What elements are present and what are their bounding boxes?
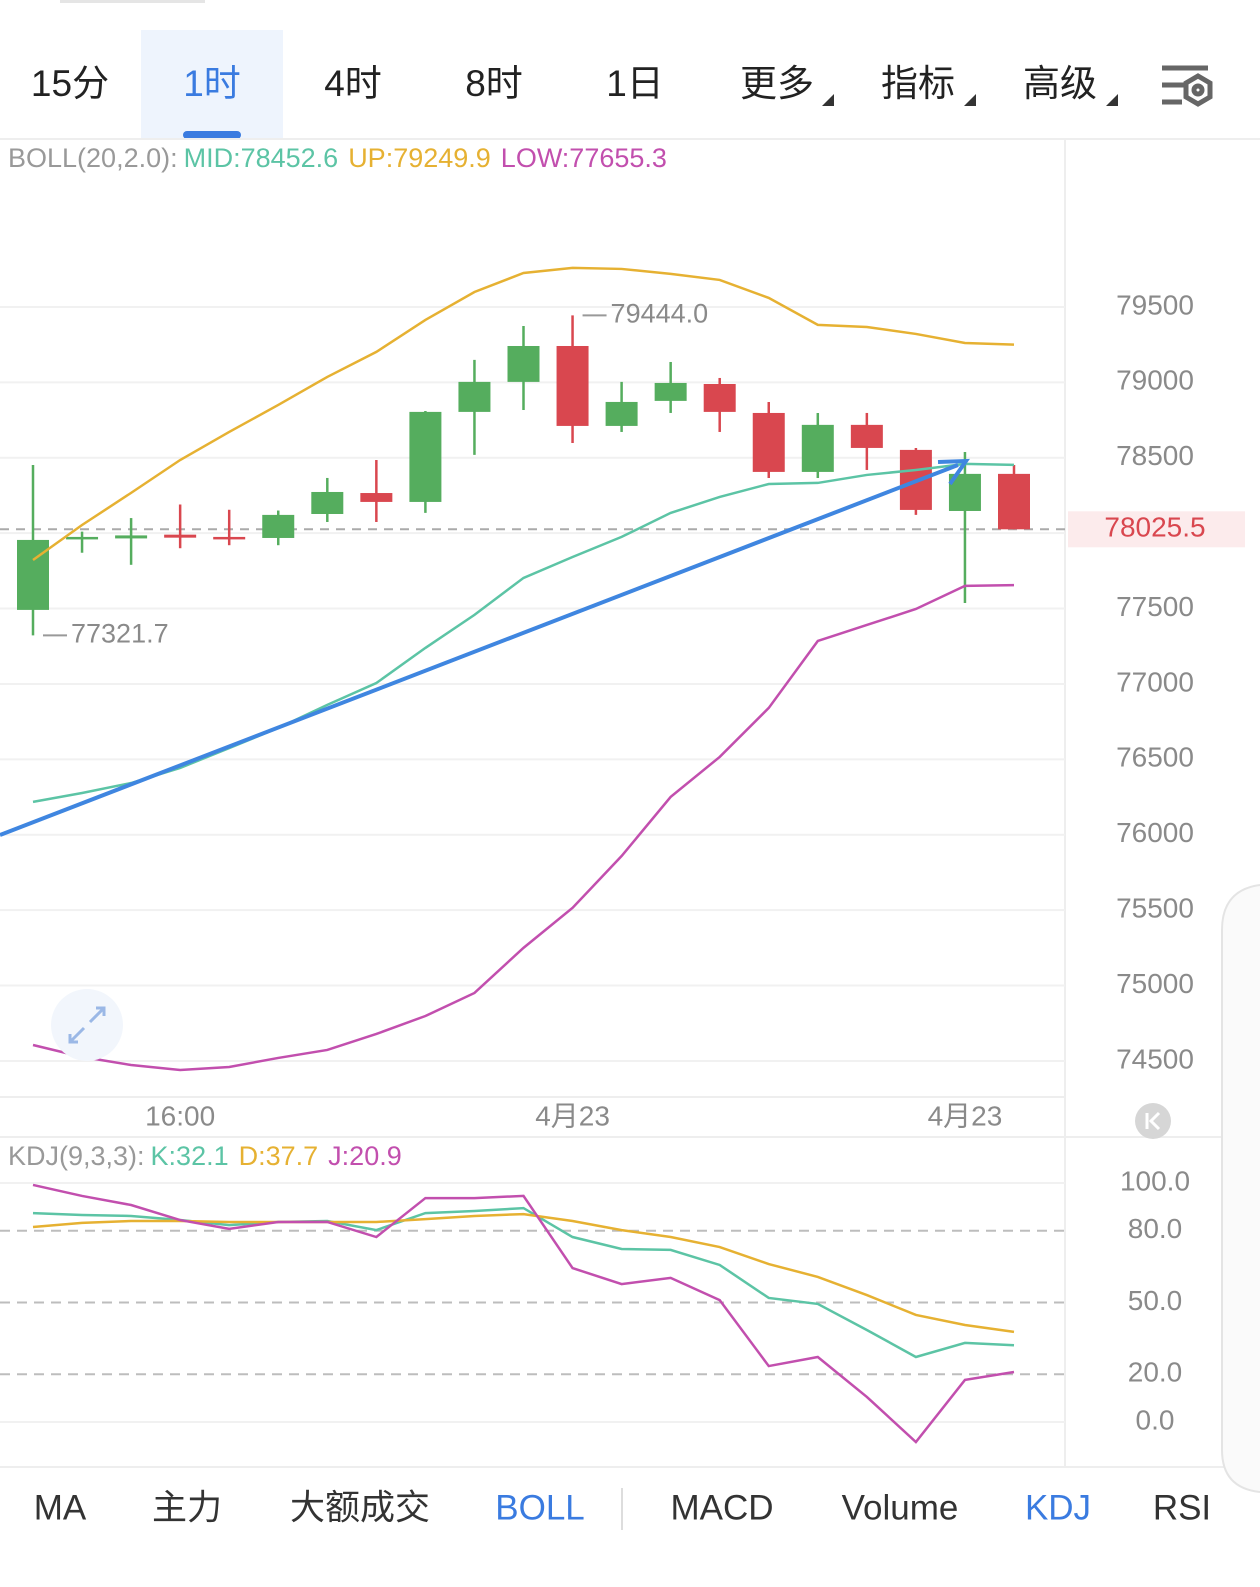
expand-button[interactable]: [51, 989, 123, 1061]
tab[interactable]: 1日: [606, 63, 664, 104]
y-tick-label: 76000: [1116, 817, 1194, 848]
indicator-tab[interactable]: 大额成交: [290, 1488, 430, 1527]
candle-body: [752, 412, 785, 472]
legend-item: LOW:77655.3: [501, 143, 667, 173]
tab[interactable]: 8时: [465, 63, 523, 104]
candle-body: [115, 535, 148, 539]
y-tick-label: 50.0: [1128, 1285, 1183, 1316]
legend-item: KDJ(9,3,3):: [8, 1141, 145, 1171]
candle-body: [507, 345, 540, 382]
legend-item: K:32.1: [151, 1141, 229, 1171]
top-indicator: [60, 0, 205, 3]
settings-icon[interactable]: [1162, 65, 1213, 107]
annotation-label: 77321.7: [71, 619, 169, 649]
indicator-tab[interactable]: KDJ: [1025, 1488, 1091, 1527]
legend-item: UP:79249.9: [348, 143, 491, 173]
series-line: [32, 1183, 1015, 1444]
legend-item: BOLL(20,2.0):: [8, 143, 178, 173]
indicator-legend: KDJ(9,3,3): K:32.1 D:37.7 J:20.9: [8, 1141, 402, 1171]
y-tick-label: 74500: [1116, 1043, 1194, 1074]
indicator-tab[interactable]: 主力: [152, 1488, 222, 1527]
y-tick-label: 75500: [1116, 893, 1194, 924]
indicator-tab[interactable]: RSI: [1153, 1488, 1211, 1527]
series-line: [32, 1206, 1015, 1359]
y-tick-label: 100.0: [1120, 1165, 1190, 1196]
indicator-legend: BOLL(20,2.0): MID:78452.6 UP:79249.9 LOW:77…: [8, 143, 667, 173]
y-tick-label: 0.0: [1136, 1404, 1175, 1435]
tab[interactable]: 15分: [31, 63, 109, 104]
tab[interactable]: 高级: [1023, 63, 1097, 104]
series-line: [32, 462, 1015, 804]
candle-body: [801, 424, 834, 472]
candle-body: [409, 411, 442, 502]
y-tick-label: 77500: [1116, 591, 1194, 622]
series-line: [32, 1212, 1015, 1334]
candle-body: [458, 381, 491, 412]
indicator-tab[interactable]: BOLL: [495, 1488, 585, 1527]
dropdown-arrows: [822, 94, 1118, 106]
y-tick-label: 20.0: [1128, 1357, 1183, 1388]
y-tick-label: 80.0: [1128, 1213, 1183, 1244]
x-tick-label: 4月23: [535, 1100, 610, 1131]
indicator-tab[interactable]: MA: [34, 1488, 87, 1527]
candle-body: [654, 382, 687, 401]
y-tick-label: 77000: [1116, 666, 1194, 697]
series-line: [32, 266, 1015, 562]
tab-underline: [183, 131, 241, 139]
y-tick-label: 79000: [1116, 365, 1194, 396]
last-price-bg: [1068, 511, 1245, 548]
plot: 74500 75000 75500 76000 76500 77000 77500 78500…: [0, 143, 1245, 1444]
candle-body: [311, 491, 344, 514]
y-tick-label: 78500: [1116, 440, 1194, 471]
candle-body: [605, 401, 638, 426]
candle-body: [17, 539, 49, 610]
tab[interactable]: 指标: [881, 63, 955, 104]
candle-body: [850, 424, 883, 448]
candle-body: [360, 493, 393, 502]
indicator-tab[interactable]: Volume: [842, 1488, 959, 1527]
tab[interactable]: 1时: [183, 63, 241, 104]
candle-body: [703, 384, 736, 412]
annotation-label: 79444.0: [611, 299, 709, 329]
y-tick-label: 79500: [1116, 289, 1194, 320]
last-price-label: 78025.5: [1104, 512, 1205, 543]
candle-body: [164, 534, 197, 538]
legend-item: D:37.7: [239, 1141, 319, 1171]
candle-body: [262, 514, 295, 538]
tab[interactable]: 更多: [740, 63, 814, 104]
legend-item: MID:78452.6: [184, 143, 339, 173]
indicator-tab[interactable]: MACD: [670, 1488, 773, 1527]
expand-icon: [68, 1006, 106, 1044]
y-tick-label: 75000: [1116, 968, 1194, 999]
candle-body: [213, 536, 246, 540]
x-tick-label: 16:00: [145, 1100, 215, 1131]
tab[interactable]: 4时: [324, 63, 382, 104]
x-tick-label: 4月23: [928, 1100, 1003, 1131]
series-line: [32, 583, 1015, 1072]
legend-item: J:20.9: [328, 1141, 402, 1171]
y-tick-label: 76500: [1116, 742, 1194, 773]
side-handle[interactable]: [1221, 884, 1260, 1493]
candle-body: [998, 473, 1030, 530]
trend-arrow: [937, 458, 970, 486]
candle-body: [556, 345, 589, 426]
candle-body: [66, 536, 99, 540]
tab-selected-bg: [141, 30, 283, 138]
scroll-end-icon: [1145, 1111, 1161, 1131]
trend-line: [0, 463, 959, 837]
